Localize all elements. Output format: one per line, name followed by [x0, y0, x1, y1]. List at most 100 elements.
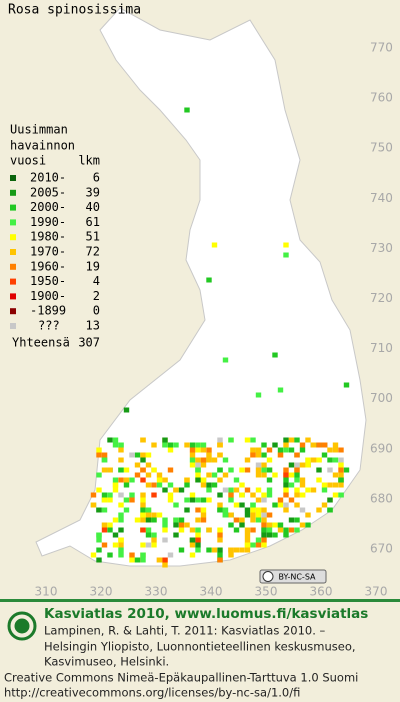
grid-square	[272, 532, 278, 538]
grid-square	[250, 527, 256, 533]
grid-square	[162, 557, 168, 563]
legend-column: lkm	[78, 154, 100, 168]
grid-square	[96, 507, 102, 513]
grid-square	[261, 452, 267, 458]
grid-square	[118, 492, 124, 498]
grid-square	[184, 107, 190, 113]
grid-square	[118, 517, 124, 523]
y-axis-label: 770	[370, 41, 393, 55]
grid-square	[112, 532, 119, 538]
grid-square	[255, 447, 262, 453]
grid-square	[167, 467, 174, 473]
grid-square	[217, 507, 223, 513]
grid-square	[250, 447, 256, 453]
grid-square	[134, 462, 141, 468]
grid-square	[250, 437, 256, 443]
grid-square	[316, 507, 322, 513]
grid-square	[266, 457, 273, 463]
grid-square	[294, 462, 300, 468]
grid-square	[255, 467, 262, 473]
grid-square	[118, 442, 124, 448]
grid-square	[90, 502, 97, 508]
grid-square	[305, 522, 311, 528]
grid-square	[283, 482, 289, 488]
grid-square	[244, 507, 251, 513]
grid-square	[228, 492, 234, 498]
grid-square	[294, 517, 300, 523]
legend-count: 72	[86, 245, 100, 259]
grid-square	[327, 497, 333, 503]
grid-square	[195, 532, 201, 538]
grid-square	[239, 482, 245, 488]
grid-square	[145, 507, 152, 513]
grid-square	[211, 482, 218, 488]
grid-square	[189, 447, 196, 453]
grid-square	[211, 472, 218, 478]
grid-square	[283, 527, 289, 533]
legend-total-label: Yhteensä	[12, 336, 70, 350]
grid-square	[118, 502, 124, 508]
grid-square	[206, 452, 212, 458]
grid-square	[283, 492, 289, 498]
grid-square	[195, 472, 201, 478]
x-axis-label: 350	[255, 585, 278, 599]
grid-square	[261, 492, 267, 498]
grid-square	[107, 522, 113, 528]
legend-heading: havainnon	[10, 139, 75, 153]
grid-square	[261, 497, 267, 503]
grid-square	[316, 457, 322, 463]
grid-square	[151, 532, 157, 538]
grid-square	[167, 552, 174, 558]
grid-square	[162, 527, 168, 533]
grid-square	[151, 512, 157, 518]
grid-square	[145, 462, 152, 468]
grid-square	[255, 507, 262, 513]
grid-square	[101, 497, 108, 503]
grid-square	[96, 472, 102, 478]
x-axis-label: 330	[145, 585, 168, 599]
grid-square	[195, 507, 201, 513]
grid-square	[189, 497, 196, 503]
grid-square	[299, 477, 306, 483]
grid-square	[206, 457, 212, 463]
grid-square	[118, 477, 124, 483]
grid-square	[299, 507, 306, 513]
grid-square	[200, 457, 207, 463]
grid-square	[255, 512, 262, 518]
grid-square	[277, 502, 284, 508]
grid-square	[283, 447, 289, 453]
grid-square	[321, 482, 328, 488]
grid-square	[156, 482, 163, 488]
grid-square	[327, 482, 333, 488]
grid-square	[233, 502, 240, 508]
grid-square	[305, 457, 311, 463]
citation: Kasvimuseo, Helsinki.	[44, 655, 169, 669]
grid-square	[123, 407, 130, 413]
finland-outline	[35, 7, 367, 567]
grid-square	[316, 477, 322, 483]
grid-square	[294, 467, 300, 473]
grid-square	[129, 452, 135, 458]
grid-square	[217, 467, 223, 473]
grid-square	[167, 492, 174, 498]
grid-square	[195, 467, 201, 473]
grid-square	[228, 552, 234, 558]
grid-square	[261, 462, 267, 468]
grid-square	[162, 487, 168, 493]
y-axis-label: 740	[370, 191, 393, 205]
legend-count: 51	[86, 230, 100, 244]
grid-square	[195, 542, 201, 548]
grid-square	[250, 492, 256, 498]
grid-square	[173, 517, 179, 523]
grid-square	[222, 457, 229, 463]
grid-square	[228, 437, 234, 443]
grid-square	[228, 467, 234, 473]
grid-square	[228, 547, 234, 553]
grid-square	[96, 447, 102, 453]
grid-square	[184, 482, 190, 488]
grid-square	[255, 517, 262, 523]
grid-square	[299, 442, 306, 448]
grid-square	[217, 557, 223, 563]
grid-square	[112, 517, 119, 523]
grid-square	[283, 487, 289, 493]
